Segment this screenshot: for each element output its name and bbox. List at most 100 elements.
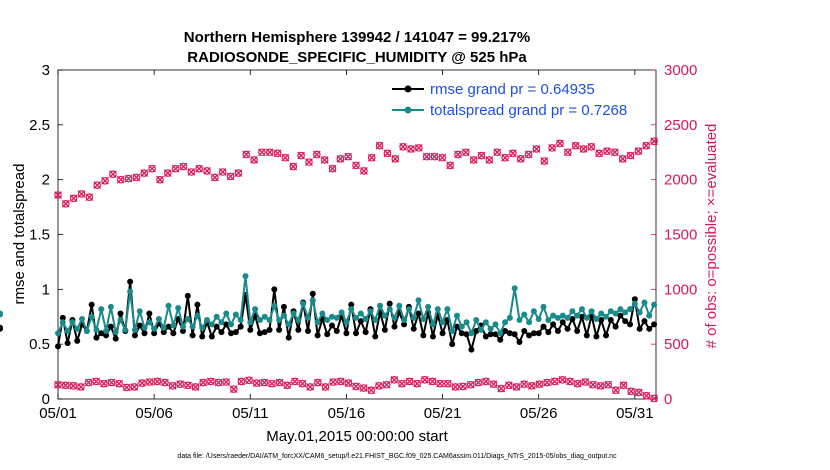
obs-count-marker xyxy=(430,152,439,161)
obs-count-marker xyxy=(558,375,567,384)
legend-label-totalspread: totalspread grand pr = 0.7268 xyxy=(430,102,627,119)
series-point xyxy=(574,312,581,319)
series-point xyxy=(564,325,571,332)
obs-count-marker xyxy=(191,383,200,391)
obs-count-marker xyxy=(275,378,284,387)
obs-count-marker xyxy=(130,383,139,391)
series-point xyxy=(593,315,600,322)
series-point xyxy=(208,321,215,328)
right-tick-label: 1500 xyxy=(664,227,697,244)
series-point xyxy=(74,325,81,332)
series-point xyxy=(179,328,186,335)
obs-count-marker xyxy=(352,161,360,170)
series-point xyxy=(280,303,287,310)
series-point xyxy=(425,303,432,310)
series-point xyxy=(617,306,624,313)
series-point xyxy=(535,330,542,337)
series-point xyxy=(463,319,470,326)
series-point xyxy=(603,313,610,320)
obs-count-marker xyxy=(179,162,188,171)
obs-count-marker xyxy=(234,169,243,177)
obs-count-marker xyxy=(313,378,322,387)
obs-count-marker xyxy=(398,379,406,388)
obs-count-marker xyxy=(148,164,156,173)
series-point xyxy=(458,323,465,330)
obs-count-marker xyxy=(211,173,219,182)
obs-count-marker xyxy=(611,148,619,157)
series-point xyxy=(199,333,206,340)
series-point xyxy=(247,319,254,326)
obs-count-marker xyxy=(115,379,123,388)
obs-count-marker xyxy=(153,377,162,386)
series-point xyxy=(175,304,182,311)
obs-count-marker xyxy=(587,142,596,151)
series-point xyxy=(497,336,504,343)
series-point xyxy=(482,333,489,340)
obs-count-marker xyxy=(407,145,415,153)
series-point xyxy=(0,325,3,332)
obs-count-marker xyxy=(579,145,588,153)
series-point xyxy=(55,330,61,337)
right-tick-label: 500 xyxy=(664,336,689,353)
obs-count-marker xyxy=(69,381,78,390)
obs-count-marker xyxy=(512,383,521,391)
obs-count-marker xyxy=(589,380,597,389)
obs-count-marker xyxy=(626,151,635,160)
obs-count-marker xyxy=(524,150,533,159)
obs-count-marker xyxy=(556,139,564,148)
obs-count-marker xyxy=(344,379,353,387)
obs-count-marker xyxy=(566,377,574,386)
series-point xyxy=(64,340,71,347)
series-point xyxy=(516,338,523,345)
series-point xyxy=(453,312,460,319)
legend: rmse grand pr = 0.64935 totalspread gran… xyxy=(388,76,651,120)
obs-count-marker xyxy=(618,154,627,163)
obs-count-marker xyxy=(485,156,494,164)
series-point xyxy=(453,323,460,330)
obs-count-marker xyxy=(156,175,164,184)
series-point xyxy=(223,321,230,328)
series-point xyxy=(641,299,648,306)
obs-count-marker xyxy=(306,383,315,391)
series-point xyxy=(329,322,336,329)
series-point xyxy=(492,321,499,328)
x-tick-label: 05/06 xyxy=(135,405,173,422)
series-point xyxy=(569,308,576,315)
series-point xyxy=(131,326,138,333)
series-point xyxy=(285,321,292,328)
obs-count-marker xyxy=(454,150,462,159)
series-point xyxy=(646,325,653,332)
series-point xyxy=(55,343,61,350)
series-point xyxy=(266,317,273,324)
obs-count-marker xyxy=(390,375,399,384)
obs-count-marker xyxy=(336,154,345,163)
series-layer xyxy=(0,273,658,353)
series-point xyxy=(93,334,100,341)
series-point xyxy=(189,323,196,330)
obs-count-marker xyxy=(548,144,556,152)
series-point xyxy=(463,331,470,338)
series-point xyxy=(170,330,177,337)
series-point xyxy=(261,313,268,320)
legend-marker-totalspread xyxy=(404,106,412,114)
series-point xyxy=(247,326,254,333)
series-point xyxy=(554,314,561,321)
series-point xyxy=(228,321,235,328)
series-point xyxy=(343,330,350,337)
series-point xyxy=(280,312,287,319)
series-point xyxy=(151,325,158,332)
series-point xyxy=(98,306,105,313)
series-point xyxy=(348,306,355,313)
x-axis-label: May.01,2015 00:00:00 start xyxy=(266,428,448,445)
x-tick-label: 05/26 xyxy=(520,405,558,422)
series-point xyxy=(506,330,513,337)
series-point xyxy=(598,317,605,324)
obs-count-marker xyxy=(604,380,613,389)
data-file-footer: data file: /Users/raeder/DAI/ATM_forcXX/… xyxy=(177,453,617,460)
x-tick-label: 05/16 xyxy=(328,405,366,422)
series-point xyxy=(636,309,643,316)
series-point xyxy=(583,314,590,321)
obs-count-marker xyxy=(550,377,559,386)
series-point xyxy=(607,317,614,324)
